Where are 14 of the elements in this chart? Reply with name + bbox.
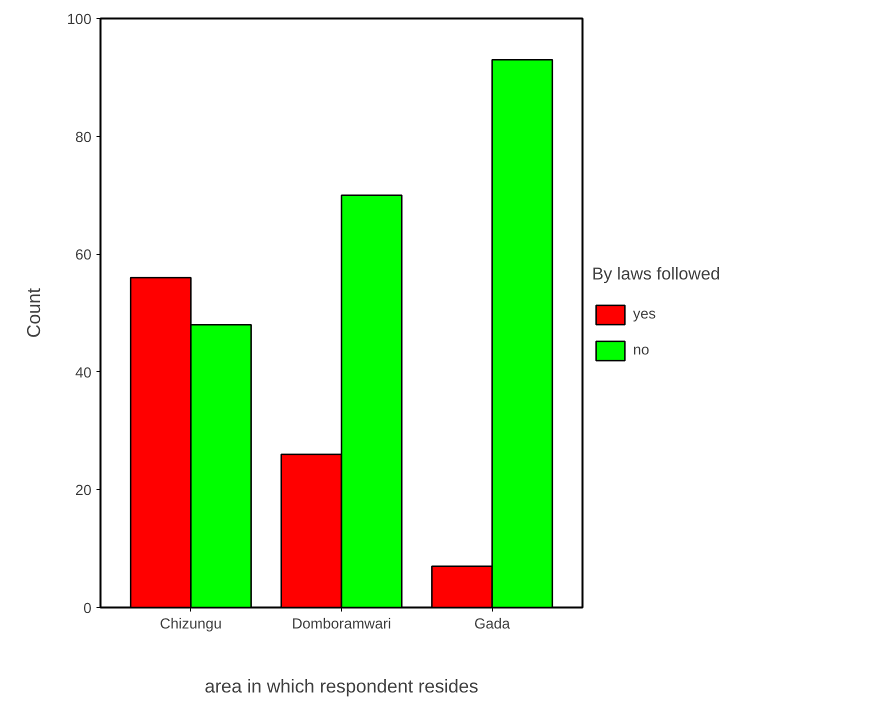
- y-tick-label: 20: [75, 483, 92, 500]
- y-tick-label: 60: [75, 248, 92, 264]
- x-tick-label: Domboramwari: [292, 616, 392, 632]
- y-tick-label: 80: [75, 130, 92, 146]
- legend-title: By laws followed: [592, 263, 720, 284]
- x-tick-label: Gada: [474, 616, 511, 632]
- x-axis-title: area in which respondent resides: [204, 676, 478, 696]
- y-tick-label: 100: [67, 12, 92, 28]
- legend-label: no: [633, 342, 650, 358]
- legend-label: yes: [633, 306, 656, 322]
- y-axis-title: Count: [23, 287, 44, 338]
- y-tick-label: 0: [83, 601, 92, 617]
- y-tick-label: 40: [75, 365, 92, 382]
- x-tick-label: Chizungu: [160, 616, 222, 632]
